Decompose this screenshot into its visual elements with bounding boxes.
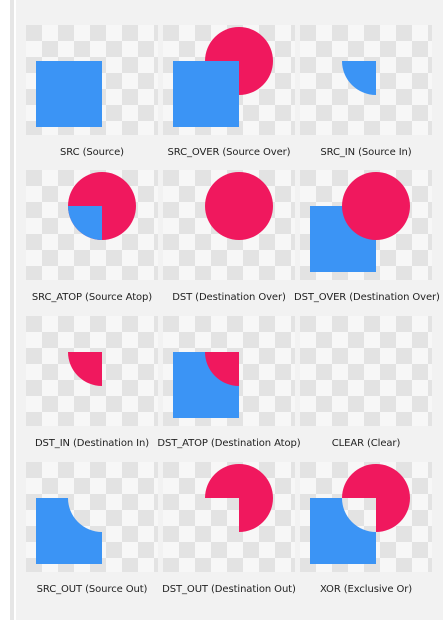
checkerboard-background bbox=[300, 316, 432, 426]
checkerboard-background bbox=[300, 25, 432, 135]
source-atop-region bbox=[68, 206, 102, 240]
destination-circle bbox=[205, 172, 273, 240]
src-atop-composite bbox=[68, 172, 136, 240]
dst-over-composite bbox=[310, 172, 410, 272]
src-composite bbox=[36, 61, 102, 127]
mode-cell-dst-in: DST_IN (Destination In) bbox=[26, 306, 158, 456]
destination-out-region bbox=[205, 464, 273, 532]
mode-demo-dst-in bbox=[26, 316, 158, 426]
mode-caption-dst: DST (Destination Over) bbox=[172, 292, 286, 303]
mode-demo-dst-out bbox=[163, 462, 295, 572]
mode-demo-xor bbox=[300, 462, 432, 572]
mode-cell-src: SRC (Source) bbox=[26, 15, 158, 165]
source-out-region bbox=[36, 498, 102, 564]
mode-cell-src-in: SRC_IN (Source In) bbox=[300, 15, 432, 165]
src-over-composite bbox=[173, 27, 273, 127]
left-border bbox=[10, 0, 14, 620]
dst-composite bbox=[205, 172, 273, 240]
mode-caption-src-out: SRC_OUT (Source Out) bbox=[36, 584, 148, 595]
destination-circle bbox=[342, 172, 410, 240]
mode-cell-src-over: SRC_OVER (Source Over) bbox=[163, 15, 295, 165]
mode-caption-dst-in: DST_IN (Destination In) bbox=[34, 438, 150, 449]
mode-demo-dst-over bbox=[300, 170, 432, 280]
porter-duff-grid: SRC (Source) SRC_OVER (Source Over) SRC_… bbox=[16, 0, 443, 620]
src-out-composite bbox=[36, 498, 102, 564]
mode-demo-src bbox=[26, 25, 158, 135]
mode-cell-dst-over: DST_OVER (Destination Over) bbox=[294, 160, 440, 310]
dst-atop-composite bbox=[173, 352, 239, 418]
mode-caption-src-over: SRC_OVER (Source Over) bbox=[167, 147, 291, 158]
mode-caption-xor: XOR (Exclusive Or) bbox=[319, 584, 413, 595]
mode-cell-xor: XOR (Exclusive Or) bbox=[300, 452, 432, 602]
mode-demo-src-over bbox=[163, 25, 295, 135]
source-square bbox=[36, 61, 102, 127]
destination-in-region bbox=[68, 352, 102, 386]
mode-demo-dst bbox=[163, 170, 295, 280]
mode-demo-src-in bbox=[300, 25, 432, 135]
mode-cell-dst-out: DST_OUT (Destination Out) bbox=[162, 452, 296, 602]
mode-demo-clear bbox=[300, 316, 432, 426]
xor-destination-region bbox=[342, 464, 410, 532]
mode-demo-src-atop bbox=[26, 170, 158, 280]
mode-cell-dst: DST (Destination Over) bbox=[163, 160, 295, 310]
xor-composite bbox=[310, 464, 410, 564]
mode-demo-src-out bbox=[26, 462, 158, 572]
mode-cell-clear: CLEAR (Clear) bbox=[300, 306, 432, 456]
xor-source-region bbox=[310, 498, 376, 564]
dst-in-composite bbox=[68, 352, 102, 386]
mode-cell-dst-atop: DST_ATOP (Destination Atop) bbox=[157, 306, 301, 456]
mode-cell-src-atop: SRC_ATOP (Source Atop) bbox=[26, 160, 158, 310]
mode-caption-dst-out: DST_OUT (Destination Out) bbox=[162, 584, 296, 595]
src-in-composite bbox=[342, 61, 376, 95]
dst-out-composite bbox=[205, 464, 273, 532]
mode-caption-src-in: SRC_IN (Source In) bbox=[320, 147, 412, 158]
mode-demo-dst-atop bbox=[163, 316, 295, 426]
source-in-region bbox=[342, 61, 376, 95]
mode-cell-src-out: SRC_OUT (Source Out) bbox=[26, 452, 158, 602]
mode-caption-clear: CLEAR (Clear) bbox=[331, 438, 401, 449]
mode-caption-src-atop: SRC_ATOP (Source Atop) bbox=[31, 292, 153, 303]
checkerboard-background bbox=[26, 316, 158, 426]
mode-caption-dst-atop: DST_ATOP (Destination Atop) bbox=[157, 438, 301, 449]
mode-caption-src: SRC (Source) bbox=[60, 147, 124, 158]
mode-caption-dst-over: DST_OVER (Destination Over) bbox=[294, 292, 440, 303]
destination-atop-region bbox=[205, 352, 239, 386]
source-square bbox=[173, 61, 239, 127]
